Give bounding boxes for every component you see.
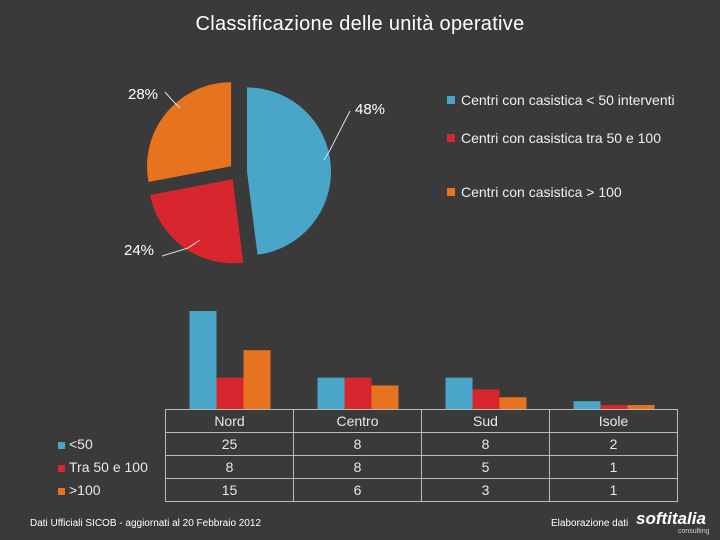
table-cell: 6 bbox=[293, 478, 422, 502]
footer-credit: Elaborazione dati bbox=[551, 518, 629, 529]
table-cell: 3 bbox=[421, 478, 550, 502]
table-series-name: >100 bbox=[69, 482, 101, 498]
table-cell: 5 bbox=[421, 455, 550, 479]
bar-isole-1 bbox=[600, 405, 628, 409]
pie-slice-48 bbox=[246, 87, 331, 255]
bar-nord-0 bbox=[189, 311, 217, 409]
table-cell: 15 bbox=[165, 478, 294, 502]
table-cell: 8 bbox=[293, 455, 422, 479]
logo-subtitle: consulting bbox=[678, 528, 710, 535]
table-row: Tra 50 e 100 8 8 5 1 bbox=[52, 455, 678, 479]
table-header-row: Nord Centro Sud Isole bbox=[52, 409, 678, 433]
legend-item-blue: Centri con casistica < 50 interventi bbox=[447, 92, 707, 108]
bar-isole-0 bbox=[573, 401, 601, 409]
table-cell: 1 bbox=[549, 455, 678, 479]
bar-nord-1 bbox=[216, 377, 244, 409]
bar-isole-2 bbox=[627, 405, 655, 409]
bar-chart bbox=[189, 311, 655, 409]
legend-label-orange: Centri con casistica > 100 bbox=[461, 184, 622, 200]
table-cell: 8 bbox=[165, 455, 294, 479]
pie-chart bbox=[147, 82, 351, 264]
legend-item-red: Centri con casistica tra 50 e 100 bbox=[447, 130, 707, 146]
data-table: Nord Centro Sud Isole <50 25 8 8 2 Tra 5… bbox=[52, 409, 678, 502]
table-cell: 25 bbox=[165, 432, 294, 456]
table-header-nord: Nord bbox=[165, 409, 294, 433]
leader-line-28 bbox=[164, 91, 181, 109]
bar-centro-1 bbox=[344, 377, 372, 409]
pie-slice-28 bbox=[147, 82, 232, 183]
table-row-head: <50 bbox=[52, 433, 166, 456]
table-row-head: >100 bbox=[52, 479, 166, 502]
pie-label-28: 28% bbox=[128, 86, 159, 103]
table-swatch-blue bbox=[58, 442, 65, 449]
table-corner bbox=[52, 410, 166, 433]
leader-line-48 bbox=[323, 110, 351, 161]
bar-sud-2 bbox=[499, 397, 527, 409]
bar-centro-0 bbox=[317, 377, 345, 409]
table-header-sud: Sud bbox=[421, 409, 550, 433]
bar-sud-0 bbox=[445, 377, 473, 409]
table-cell: 8 bbox=[293, 432, 422, 456]
legend-item-orange: Centri con casistica > 100 bbox=[447, 184, 707, 200]
pie-label-48: 48% bbox=[355, 101, 386, 118]
table-swatch-red bbox=[58, 465, 65, 472]
legend-swatch-orange bbox=[447, 188, 455, 196]
softitalia-logo: softitalia bbox=[636, 509, 706, 528]
legend-swatch-blue bbox=[447, 96, 455, 104]
pie-slice-24 bbox=[150, 179, 244, 264]
legend-label-blue: Centri con casistica < 50 interventi bbox=[461, 92, 675, 108]
table-series-name: <50 bbox=[69, 436, 93, 452]
legend-label-red: Centri con casistica tra 50 e 100 bbox=[461, 130, 661, 146]
table-row: <50 25 8 8 2 bbox=[52, 432, 678, 456]
table-swatch-orange bbox=[58, 488, 65, 495]
pie-label-24: 24% bbox=[124, 242, 155, 259]
table-series-name: Tra 50 e 100 bbox=[69, 459, 148, 475]
footer-source: Dati Ufficiali SICOB - aggiornati al 20 … bbox=[30, 518, 262, 529]
table-header-centro: Centro bbox=[293, 409, 422, 433]
table-header-isole: Isole bbox=[549, 409, 678, 433]
table-cell: 8 bbox=[421, 432, 550, 456]
table-row-head: Tra 50 e 100 bbox=[52, 456, 166, 479]
leader-line-24 bbox=[161, 239, 201, 257]
bar-sud-1 bbox=[472, 389, 500, 409]
legend-swatch-red bbox=[447, 134, 455, 142]
bar-centro-2 bbox=[371, 385, 399, 409]
bar-nord-2 bbox=[243, 350, 271, 409]
pie-legend: Centri con casistica < 50 interventi Cen… bbox=[447, 92, 707, 200]
table-cell: 1 bbox=[549, 478, 678, 502]
table-cell: 2 bbox=[549, 432, 678, 456]
table-row: >100 15 6 3 1 bbox=[52, 478, 678, 502]
chart-title: Classificazione delle unità operative bbox=[195, 13, 525, 35]
